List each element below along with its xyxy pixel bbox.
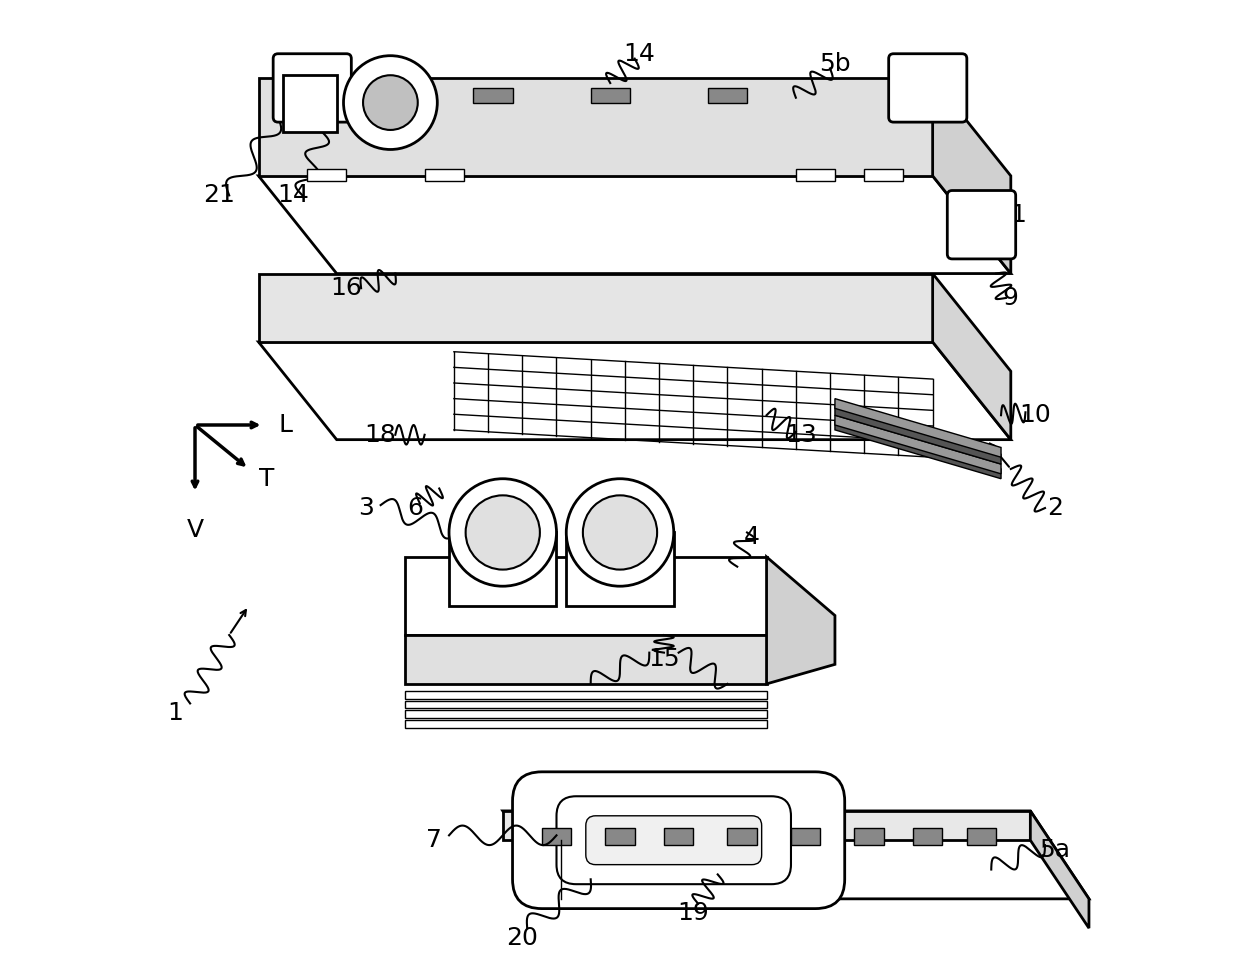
Text: 3: 3 <box>358 496 374 520</box>
Bar <box>728 828 756 845</box>
Text: 2: 2 <box>1047 496 1063 520</box>
Text: 16: 16 <box>331 276 362 300</box>
Circle shape <box>449 479 557 586</box>
Text: 6: 6 <box>407 496 423 520</box>
Bar <box>405 691 766 699</box>
Bar <box>405 701 766 708</box>
FancyBboxPatch shape <box>889 54 967 122</box>
Bar <box>283 75 337 132</box>
FancyBboxPatch shape <box>947 191 1016 259</box>
Text: 20: 20 <box>506 926 538 950</box>
Bar <box>864 169 903 181</box>
Polygon shape <box>258 342 1011 440</box>
Text: 1: 1 <box>167 701 184 725</box>
Text: 10: 10 <box>1019 404 1052 427</box>
Bar <box>791 828 821 845</box>
Bar <box>308 169 346 181</box>
FancyBboxPatch shape <box>512 772 844 909</box>
Text: 8: 8 <box>353 76 370 100</box>
Bar <box>967 828 996 845</box>
Circle shape <box>567 479 673 586</box>
Text: 21: 21 <box>203 184 236 207</box>
Text: 9: 9 <box>1003 286 1019 310</box>
Text: 14: 14 <box>624 42 656 65</box>
Polygon shape <box>258 78 932 176</box>
Bar <box>708 88 746 103</box>
Text: 5b: 5b <box>820 52 851 75</box>
Text: 4: 4 <box>744 526 760 549</box>
Bar <box>796 169 835 181</box>
Text: 13: 13 <box>785 423 817 446</box>
FancyBboxPatch shape <box>585 816 761 865</box>
Polygon shape <box>1030 811 1089 928</box>
Text: 15: 15 <box>649 648 680 671</box>
Circle shape <box>343 56 438 149</box>
Bar <box>542 828 572 845</box>
Polygon shape <box>835 399 1001 457</box>
Text: T: T <box>258 467 274 490</box>
Bar <box>474 88 512 103</box>
Circle shape <box>466 495 539 570</box>
FancyBboxPatch shape <box>557 796 791 884</box>
Bar <box>605 828 635 845</box>
Text: 19: 19 <box>677 902 709 925</box>
Bar <box>913 828 942 845</box>
Bar <box>405 710 766 718</box>
Polygon shape <box>932 78 1011 274</box>
Polygon shape <box>258 274 932 342</box>
Polygon shape <box>835 420 1001 479</box>
Polygon shape <box>502 811 1089 899</box>
FancyBboxPatch shape <box>273 54 351 122</box>
Text: L: L <box>278 413 293 437</box>
Bar <box>567 532 673 606</box>
Bar <box>405 720 766 728</box>
Circle shape <box>363 75 418 130</box>
Bar <box>449 532 557 606</box>
Bar <box>424 169 464 181</box>
Text: 14: 14 <box>277 184 309 207</box>
Polygon shape <box>766 557 835 684</box>
Bar <box>854 828 884 845</box>
Polygon shape <box>835 415 1001 474</box>
Circle shape <box>583 495 657 570</box>
Polygon shape <box>502 811 1030 840</box>
Polygon shape <box>932 274 1011 440</box>
Polygon shape <box>258 176 1011 274</box>
Polygon shape <box>405 557 766 635</box>
Text: 18: 18 <box>365 423 397 446</box>
Bar <box>663 828 693 845</box>
Polygon shape <box>835 405 1001 464</box>
Text: 21: 21 <box>994 203 1027 227</box>
Bar <box>590 88 630 103</box>
Polygon shape <box>405 635 766 684</box>
Text: 7: 7 <box>427 828 443 852</box>
Text: V: V <box>186 518 203 542</box>
Text: 5a: 5a <box>1039 838 1070 862</box>
